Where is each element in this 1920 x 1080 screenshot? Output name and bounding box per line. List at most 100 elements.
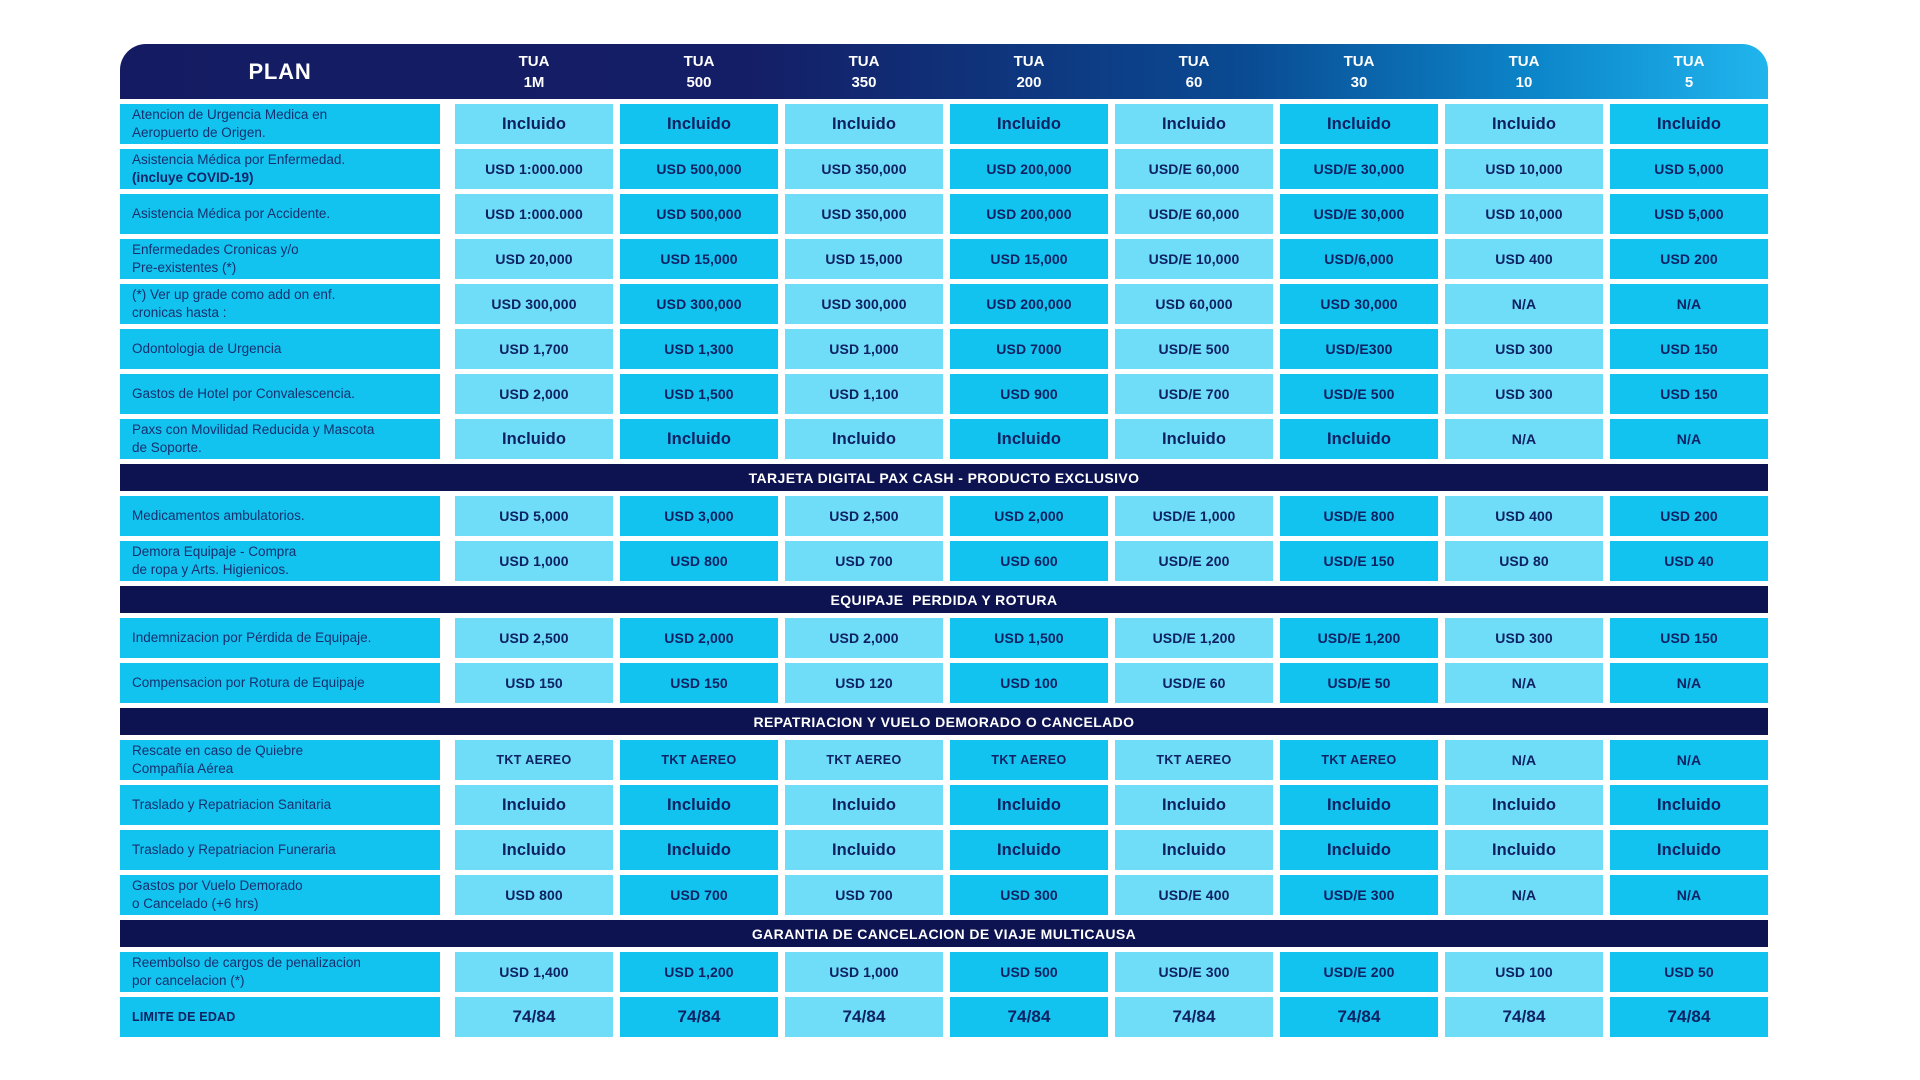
benefit-label-text: Asistencia Médica por Enfermedad. (132, 152, 346, 168)
benefit-value-cell: USD 800 (620, 541, 778, 581)
benefit-value-cell: Incluido (785, 419, 943, 459)
benefit-value-cell: USD/E 500 (1115, 329, 1273, 369)
benefit-value-cell: USD/E300 (1280, 329, 1438, 369)
benefit-value-cell: USD 300,000 (455, 284, 613, 324)
benefit-value-cell: USD 1,500 (620, 374, 778, 414)
benefit-value-cell: Incluido (950, 419, 1108, 459)
benefit-value-cell: USD/E 150 (1280, 541, 1438, 581)
benefit-value-cell: Incluido (950, 785, 1108, 825)
benefit-value-cell: USD 10,000 (1445, 149, 1603, 189)
benefit-label-text: LIMITE DE EDAD (132, 1009, 236, 1024)
benefit-value-cell: Incluido (785, 104, 943, 144)
benefit-value-cell: USD 5,000 (1610, 194, 1768, 234)
benefit-label-text: Indemnizacion por Pérdida de Equipaje. (132, 630, 372, 646)
benefit-value-cell: Incluido (455, 419, 613, 459)
benefit-label-text: Odontologia de Urgencia (132, 341, 282, 357)
benefit-value-cell: USD/E 10,000 (1115, 239, 1273, 279)
benefit-value-cell: 74/84 (785, 997, 943, 1037)
benefit-label-text: (*) Ver up grade como add on enf. cronic… (132, 287, 336, 320)
benefit-row: Compensacion por Rotura de Equipaje USD 1… (120, 663, 1768, 703)
benefit-value-cell: USD 20,000 (455, 239, 613, 279)
benefit-value-cell: Incluido (455, 104, 613, 144)
benefit-label: Compensacion por Rotura de Equipaje (120, 663, 440, 703)
benefit-label: Asistencia Médica por Enfermedad. (incluy… (120, 149, 440, 189)
benefit-row: LIMITE DE EDAD 74/84 74/84 74/84 74/84 74/84 7… (120, 997, 1768, 1037)
benefit-value-cell: Incluido (455, 785, 613, 825)
benefit-row: Rescate en caso de Quiebre Compañía Aére… (120, 740, 1768, 780)
benefit-value-cell: Incluido (455, 830, 613, 870)
benefit-value-cell: TKT AEREO (785, 740, 943, 780)
benefit-label: Indemnizacion por Pérdida de Equipaje. (120, 618, 440, 658)
benefit-label: Odontologia de Urgencia (120, 329, 440, 369)
benefit-value-cell: USD 200 (1610, 239, 1768, 279)
benefit-value-cell: TKT AEREO (620, 740, 778, 780)
benefit-label-bold-text: (incluye COVID-19) (132, 170, 254, 185)
benefit-value-cell: USD 1,200 (620, 952, 778, 992)
benefit-value-cell: USD 1,700 (455, 329, 613, 369)
benefit-value-cell: N/A (1445, 419, 1603, 459)
benefit-value-cell: USD 1:000.000 (455, 194, 613, 234)
benefit-label: Atencion de Urgencia Medica en Aeropuert… (120, 104, 440, 144)
benefit-label-text: Enfermedades Cronicas y/o Pre-existentes… (132, 242, 299, 275)
benefit-value-cell: Incluido (1445, 785, 1603, 825)
benefit-value-cell: USD/E 60,000 (1115, 149, 1273, 189)
benefit-value-cell: USD 2,500 (785, 496, 943, 536)
benefit-value-cell: USD/E 200 (1280, 952, 1438, 992)
tua-column-header: TUA 60 (1178, 52, 1210, 91)
benefit-value-cell: USD/E 60,000 (1115, 194, 1273, 234)
tua-column-header: TUA 350 (848, 52, 880, 91)
benefit-value-cell: USD 80 (1445, 541, 1603, 581)
benefit-value-cell: 74/84 (950, 997, 1108, 1037)
tua-column-header: TUA 10 (1508, 52, 1540, 91)
benefit-value-cell: USD 1,300 (620, 329, 778, 369)
section-title: EQUIPAJE PERDIDA Y ROTURA (830, 591, 1058, 608)
benefit-value-cell: USD 400 (1445, 496, 1603, 536)
benefit-row: Demora Equipaje - Compra de ropa y Arts.… (120, 541, 1768, 581)
benefit-value-cell: USD 100 (950, 663, 1108, 703)
benefit-row: Asistencia Médica por Enfermedad. (incluy… (120, 149, 1768, 189)
benefit-value-cell: USD/E 50 (1280, 663, 1438, 703)
benefit-value-cell: USD 700 (785, 541, 943, 581)
benefit-value-cell: USD 300,000 (620, 284, 778, 324)
benefit-label-text: Paxs con Movilidad Reducida y Mascota de… (132, 422, 375, 455)
benefit-value-cell: USD 10,000 (1445, 194, 1603, 234)
benefit-value-cell: USD/E 1,000 (1115, 496, 1273, 536)
benefit-value-cell: USD 40 (1610, 541, 1768, 581)
section-header-bar: GARANTIA DE CANCELACION DE VIAJE MULTICA… (120, 920, 1768, 947)
plans-table: PLAN TUA 1M TUA 500 TUA 350 TUA 200 TUA 60 TU… (120, 44, 1768, 1037)
benefit-value-cell: USD 400 (1445, 239, 1603, 279)
benefit-label-text: Traslado y Repatriacion Funeraria (132, 842, 336, 858)
benefit-value-cell: Incluido (950, 104, 1108, 144)
benefit-value-cell: TKT AEREO (950, 740, 1108, 780)
section-title: GARANTIA DE CANCELACION DE VIAJE MULTICA… (751, 925, 1137, 942)
benefit-value-cell: Incluido (1610, 104, 1768, 144)
benefit-row: Traslado y Repatriacion Sanitaria Incluid… (120, 785, 1768, 825)
section-header-bar: EQUIPAJE PERDIDA Y ROTURA (120, 586, 1768, 613)
benefit-value-cell: USD 5,000 (455, 496, 613, 536)
benefit-value-cell: USD 1,100 (785, 374, 943, 414)
benefit-value-cell: USD 1,500 (950, 618, 1108, 658)
benefit-value-cell: N/A (1445, 875, 1603, 915)
benefit-row: Odontologia de Urgencia USD 1,700 USD 1,30… (120, 329, 1768, 369)
benefit-value-cell: Incluido (1610, 785, 1768, 825)
benefit-value-cell: N/A (1445, 284, 1603, 324)
benefit-value-cell: USD 60,000 (1115, 284, 1273, 324)
benefit-value-cell: USD 200 (1610, 496, 1768, 536)
benefit-row: Asistencia Médica por Accidente. USD 1:00… (120, 194, 1768, 234)
benefit-value-cell: USD 2,000 (950, 496, 1108, 536)
benefit-value-cell: USD/E 30,000 (1280, 194, 1438, 234)
benefit-value-cell: TKT AEREO (455, 740, 613, 780)
benefit-label-text: Demora Equipaje - Compra de ropa y Arts.… (132, 544, 297, 577)
benefit-value-cell: USD/E 60 (1115, 663, 1273, 703)
benefit-label-text: Medicamentos ambulatorios. (132, 508, 305, 524)
benefit-value-cell: Incluido (620, 830, 778, 870)
benefit-value-cell: USD 2,500 (455, 618, 613, 658)
benefit-value-cell: USD 150 (455, 663, 613, 703)
benefit-value-cell: Incluido (1115, 104, 1273, 144)
benefit-label: Reembolso de cargos de penalizacion por … (120, 952, 440, 992)
benefit-value-cell: USD 700 (785, 875, 943, 915)
benefit-value-cell: Incluido (620, 785, 778, 825)
benefit-value-cell: Incluido (620, 104, 778, 144)
benefit-row: Paxs con Movilidad Reducida y Mascota de… (120, 419, 1768, 459)
benefit-row: Atencion de Urgencia Medica en Aeropuert… (120, 104, 1768, 144)
